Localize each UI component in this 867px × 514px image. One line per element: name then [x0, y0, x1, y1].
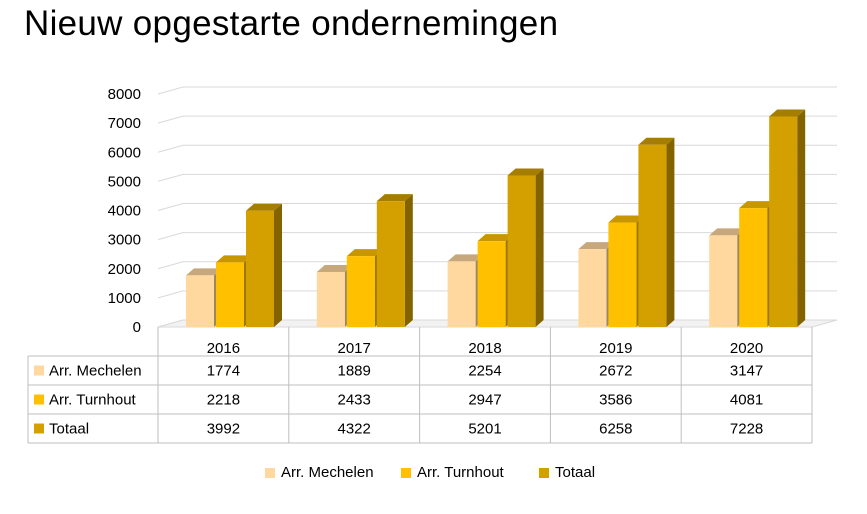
bar	[709, 235, 738, 327]
bar-top	[316, 264, 353, 272]
y-tick-label: 5000	[108, 173, 141, 190]
y-tick-label: 6000	[108, 144, 141, 161]
bar-totaal-2019	[638, 137, 675, 327]
gridline-side	[157, 144, 184, 153]
bar	[316, 271, 345, 327]
legend-item: Arr. Turnhout	[401, 464, 504, 481]
data-label: 2254	[468, 363, 501, 380]
bar-top	[578, 242, 615, 250]
legend: Arr. Mechelen Arr. Turnhout Totaal	[0, 464, 867, 484]
bar	[246, 210, 274, 327]
bar	[638, 144, 667, 327]
data-label: 6258	[599, 421, 632, 438]
table-legend-key	[34, 394, 44, 405]
legend-item: Totaal	[539, 464, 595, 481]
bar-top	[769, 109, 806, 117]
x-tick-label: 2018	[468, 340, 501, 357]
x-tick-label: 2016	[207, 340, 240, 357]
bar-top	[246, 203, 282, 211]
bar-side	[797, 109, 806, 327]
legend-item: Arr. Mechelen	[265, 464, 374, 481]
bar	[477, 241, 506, 327]
bar-totaal-2016	[246, 203, 282, 327]
bar-top	[608, 215, 645, 223]
gridline-side	[157, 86, 184, 95]
table-series-label: Arr. Mechelen	[49, 363, 142, 380]
table-legend-key	[34, 423, 44, 434]
bar-top	[739, 201, 776, 209]
bar-top	[638, 137, 675, 145]
y-tick-label: 3000	[108, 232, 141, 249]
data-label: 4322	[338, 421, 371, 438]
data-label: 5201	[468, 421, 501, 438]
bars	[186, 109, 806, 327]
legend-swatch	[265, 467, 275, 478]
bar-top	[186, 268, 222, 276]
data-label: 7228	[730, 421, 763, 438]
data-table: 2016 2017 2018 2019 2020 Arr. Mechelen 1774 188…	[27, 327, 813, 444]
x-tick-label: 2019	[599, 340, 632, 357]
legend-swatch	[401, 467, 411, 478]
chart-title: Nieuw opgestarte ondernemingen	[24, 4, 559, 43]
gridline-side	[157, 173, 184, 182]
x-tick-label: 2017	[338, 340, 371, 357]
bar-top	[447, 254, 484, 262]
data-label: 2947	[468, 392, 501, 409]
bar-top	[507, 168, 544, 176]
gridline-side	[157, 115, 184, 124]
bar-totaal-2020	[769, 109, 806, 327]
y-tick-label: 4000	[108, 203, 141, 220]
bar-top	[216, 255, 252, 263]
x-tick-label: 2020	[730, 340, 763, 357]
data-label: 1889	[338, 363, 371, 380]
table-series-label: Totaal	[49, 421, 89, 438]
table-series-label: Arr. Turnhout	[49, 392, 137, 409]
bar-top	[376, 194, 413, 202]
bar-side	[535, 168, 544, 327]
bar-side	[404, 194, 413, 327]
data-label: 2672	[599, 363, 632, 380]
data-label: 4081	[730, 392, 763, 409]
gridline-side	[157, 290, 184, 299]
legend-label: Arr. Mechelen	[281, 464, 374, 481]
data-label: 3147	[730, 363, 763, 380]
bar-totaal-2017	[376, 194, 413, 327]
legend-label: Arr. Turnhout	[417, 464, 504, 481]
y-axis-labels: 0 1000 2000 3000 4000 5000 6000 7000 8000	[108, 86, 141, 336]
bar	[376, 201, 405, 327]
bar	[739, 208, 768, 327]
data-label: 3992	[207, 421, 240, 438]
table-legend-key	[34, 365, 44, 376]
bar-top	[477, 234, 514, 242]
data-label: 2433	[338, 392, 371, 409]
bar	[507, 175, 536, 327]
legend-label: Totaal	[555, 464, 596, 481]
gridline-side	[157, 261, 184, 270]
data-label: 1774	[207, 363, 240, 380]
data-label: 3586	[599, 392, 632, 409]
bar	[608, 222, 637, 327]
gridline-side	[157, 203, 184, 211]
data-label: 2218	[207, 392, 240, 409]
bar	[216, 262, 244, 327]
bar	[346, 256, 375, 327]
bar	[447, 261, 476, 327]
y-tick-label: 1000	[108, 290, 141, 307]
bar-top	[346, 249, 383, 257]
bar-side	[274, 203, 282, 327]
bar	[186, 275, 214, 327]
y-tick-label: 7000	[108, 115, 141, 132]
bar-top	[709, 228, 746, 236]
bar-totaal-2018	[507, 168, 544, 327]
y-tick-label: 8000	[108, 86, 141, 103]
y-tick-label: 0	[133, 319, 141, 336]
bar	[578, 249, 607, 327]
gridline-side	[157, 232, 184, 241]
legend-swatch	[539, 467, 549, 478]
bar	[769, 116, 798, 327]
bar-side	[666, 137, 675, 327]
y-tick-label: 2000	[108, 261, 141, 278]
